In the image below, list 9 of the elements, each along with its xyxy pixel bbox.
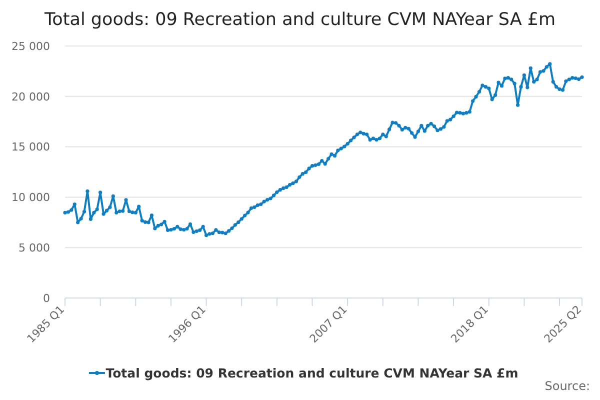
y-tick-label: 5 000 <box>18 241 50 254</box>
chart-title: Total goods: 09 Recreation and culture CVM NAYear SA £m <box>43 10 556 30</box>
legend-label: Total goods: 09 Recreation and culture CVM NAYear SA £m <box>106 365 518 380</box>
y-tick-label: 10 000 <box>12 191 50 204</box>
y-tick-label: 0 <box>43 292 50 305</box>
source-note: Source: <box>544 379 590 393</box>
y-tick-label: 25 000 <box>12 40 50 53</box>
y-tick-label: 15 000 <box>12 140 50 154</box>
y-tick-label: 20 000 <box>12 90 50 104</box>
